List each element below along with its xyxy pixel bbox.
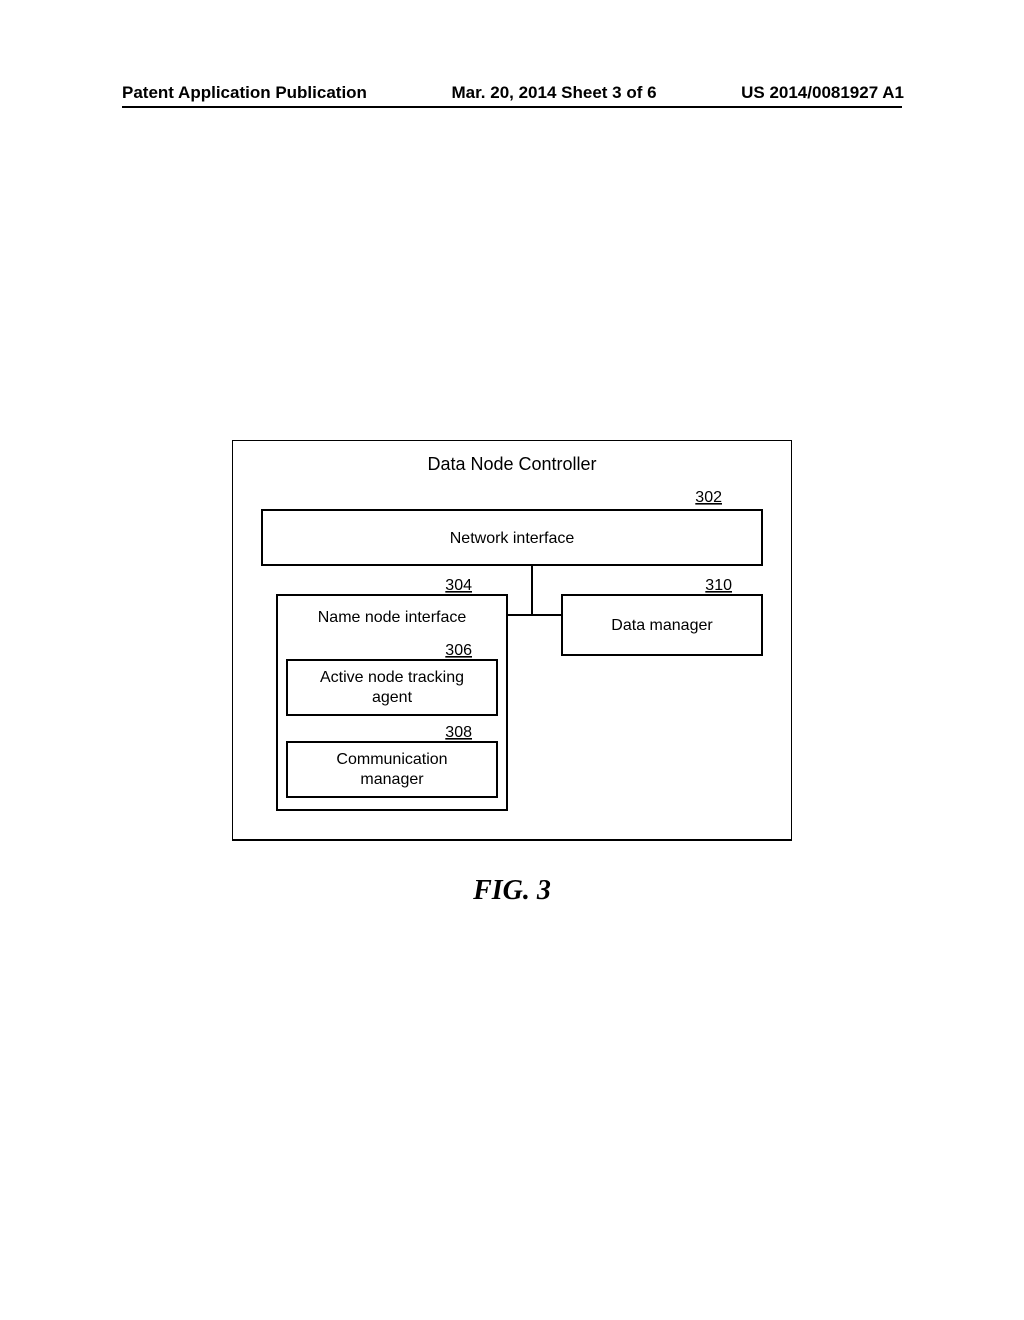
data-manager-label: Data manager: [611, 617, 713, 634]
communication-manager-ref: 308: [445, 724, 472, 741]
header-left: Patent Application Publication: [122, 83, 367, 103]
communication-manager-label-2: manager: [360, 771, 424, 788]
data-manager-ref: 310: [705, 577, 732, 594]
figure-caption: FIG. 3: [232, 875, 792, 907]
active-node-tracking-label-1: Active node tracking: [320, 669, 464, 686]
figure-3: Data Node Controller 302 Network interfa…: [232, 440, 792, 870]
page-header: Patent Application Publication Mar. 20, …: [122, 83, 904, 103]
page: Patent Application Publication Mar. 20, …: [0, 0, 1024, 1320]
name-node-interface-label: Name node interface: [318, 609, 467, 626]
network-interface-ref: 302: [695, 489, 722, 506]
network-interface-label: Network interface: [450, 530, 575, 547]
name-node-interface-ref: 304: [445, 577, 472, 594]
diagram-title: Data Node Controller: [427, 454, 596, 474]
header-right: US 2014/0081927 A1: [741, 83, 904, 103]
header-center: Mar. 20, 2014 Sheet 3 of 6: [452, 83, 657, 103]
header-rule: [122, 106, 902, 108]
active-node-tracking-ref: 306: [445, 642, 472, 659]
diagram-svg: Data Node Controller 302 Network interfa…: [232, 440, 792, 870]
active-node-tracking-label-2: agent: [372, 689, 413, 706]
communication-manager-label-1: Communication: [336, 751, 447, 768]
